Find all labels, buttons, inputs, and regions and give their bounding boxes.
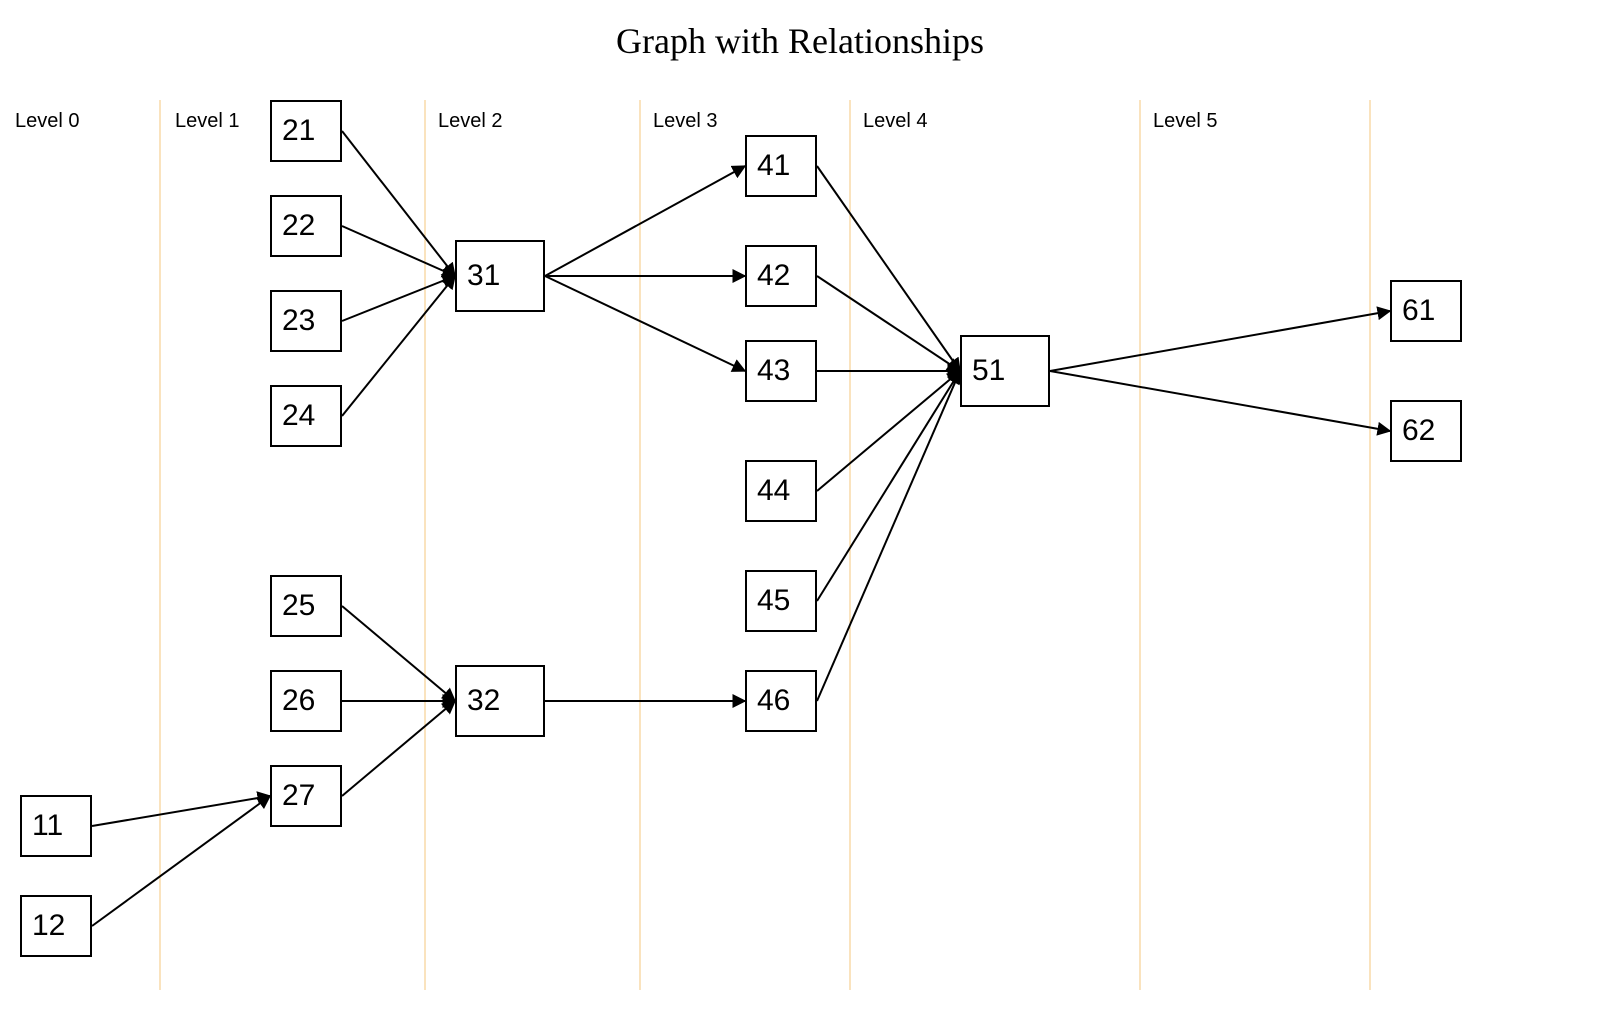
level-label: Level 4 — [863, 110, 928, 133]
node-41: 41 — [745, 135, 817, 197]
node-32: 32 — [455, 665, 545, 737]
node-23: 23 — [270, 290, 342, 352]
node-21: 21 — [270, 100, 342, 162]
node-27: 27 — [270, 765, 342, 827]
node-61: 61 — [1390, 280, 1462, 342]
node-62: 62 — [1390, 400, 1462, 462]
node-44: 44 — [745, 460, 817, 522]
node-42: 42 — [745, 245, 817, 307]
node-22: 22 — [270, 195, 342, 257]
node-26: 26 — [270, 670, 342, 732]
node-46: 46 — [745, 670, 817, 732]
diagram-canvas: Graph with Relationships Level 0 Level 1 L… — [0, 0, 1600, 1025]
level-label: Level 0 — [15, 110, 80, 133]
level-label: Level 3 — [653, 110, 718, 133]
node-51: 51 — [960, 335, 1050, 407]
level-label: Level 5 — [1153, 110, 1218, 133]
level-label: Level 1 — [175, 110, 240, 133]
node-43: 43 — [745, 340, 817, 402]
level-label: Level 2 — [438, 110, 503, 133]
node-31: 31 — [455, 240, 545, 312]
node-24: 24 — [270, 385, 342, 447]
node-45: 45 — [745, 570, 817, 632]
node-11: 11 — [20, 795, 92, 857]
node-25: 25 — [270, 575, 342, 637]
node-12: 12 — [20, 895, 92, 957]
diagram-title: Graph with Relationships — [0, 20, 1600, 62]
